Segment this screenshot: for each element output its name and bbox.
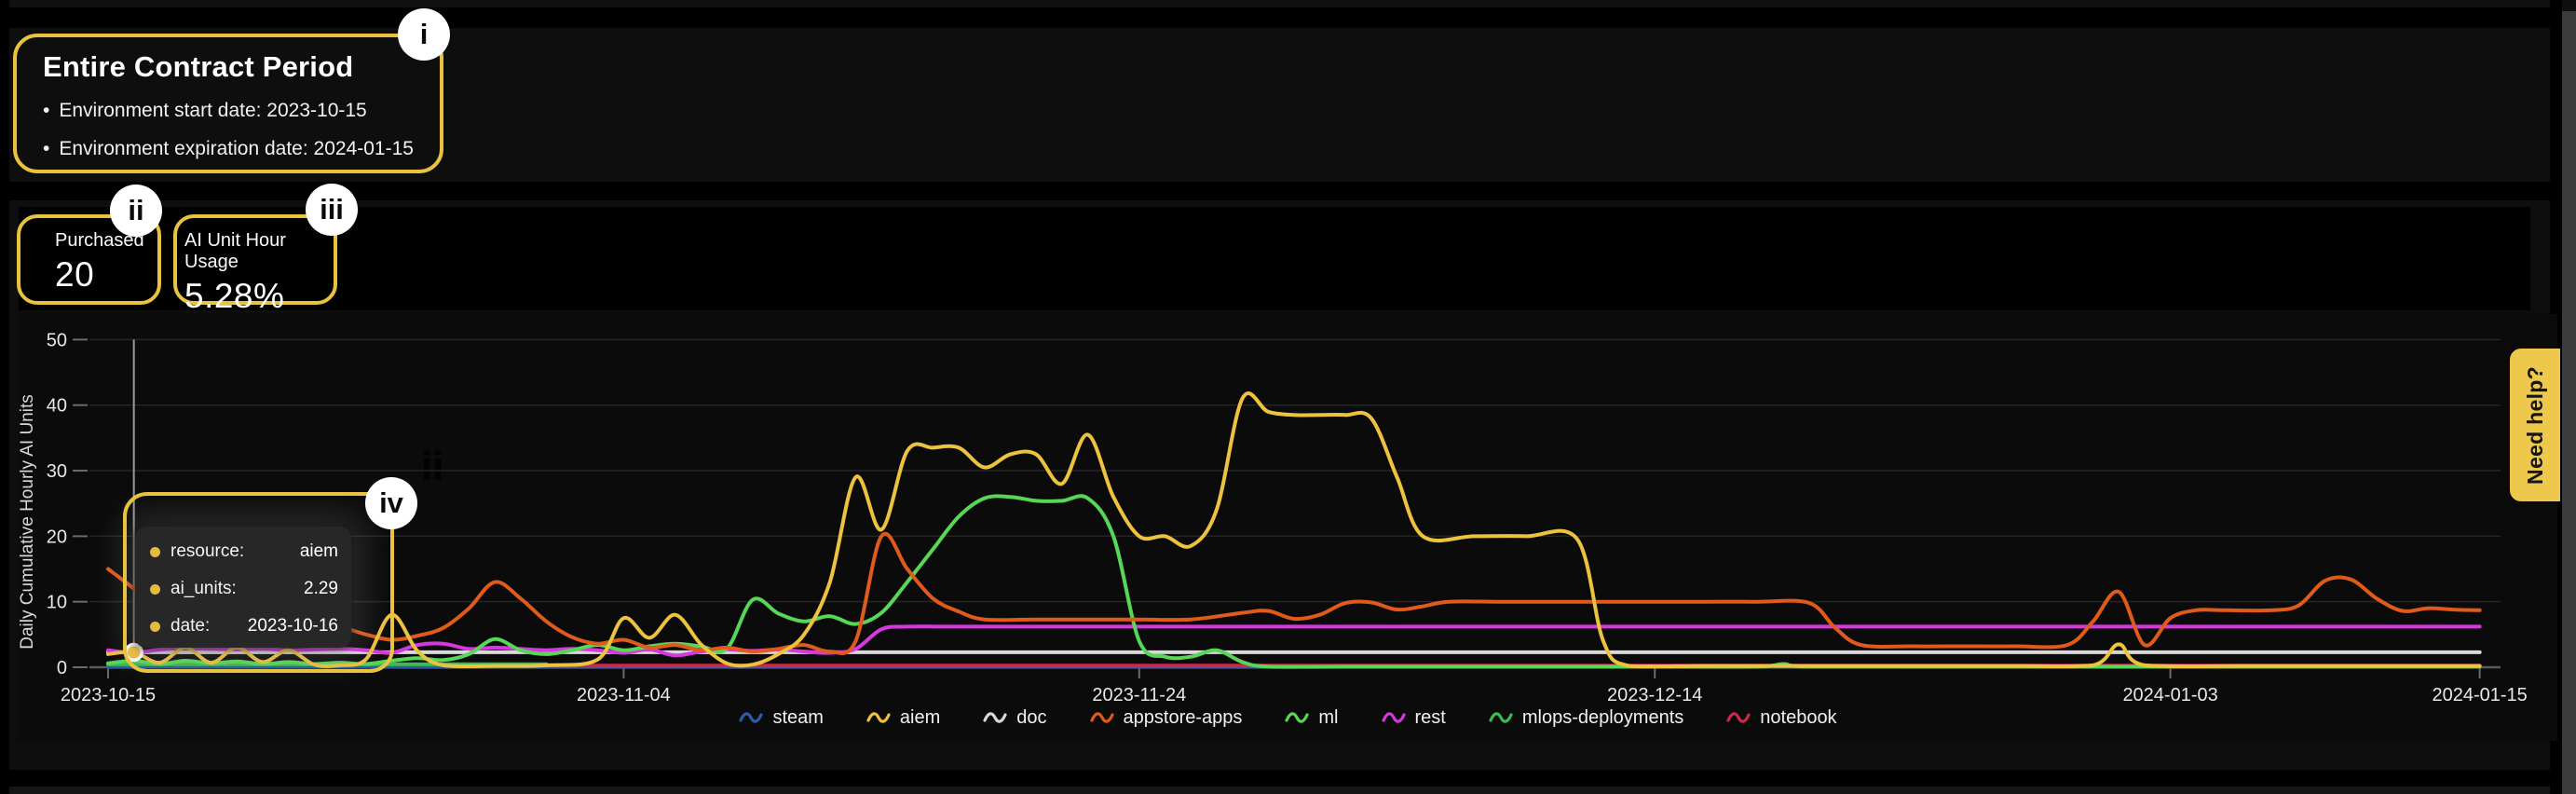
contract-bullet-start: • Environment start date: 2023-10-15	[43, 100, 440, 122]
annotation-badge-iv: iv	[365, 477, 417, 529]
tooltip-row-date: date: 2023-10-16	[150, 616, 338, 637]
x-tick-label: 2023-10-15	[61, 685, 156, 705]
y-tick-label: 20	[47, 527, 67, 547]
legend-label: ml	[1318, 706, 1339, 728]
tooltip-label: ai_units:	[170, 579, 237, 598]
legend-item-appstore-apps[interactable]: appstore-apps	[1089, 706, 1243, 729]
legend-item-notebook[interactable]: notebook	[1726, 706, 1837, 729]
tooltip-label: resource:	[170, 541, 245, 561]
y-axis-title: Daily Cumulative Hourly AI Units	[18, 394, 37, 650]
y-tick-label: 0	[57, 658, 67, 678]
legend-label: appstore-apps	[1123, 706, 1243, 728]
tooltip-value: 2.29	[304, 579, 338, 598]
x-tick-label: 2023-12-14	[1607, 685, 1702, 705]
legend-label: aiem	[899, 706, 941, 728]
annotation-badge-ii: ii	[110, 185, 162, 237]
ai-unit-usage-value: 5.28%	[184, 277, 285, 315]
purchased-label: Purchased	[55, 230, 144, 251]
legend-label: notebook	[1760, 706, 1837, 728]
contract-period-card: Entire Contract Period • Environment sta…	[13, 34, 443, 173]
annotation-badge-iii: iii	[306, 184, 358, 236]
series-wave-icon	[1381, 712, 1406, 723]
y-tick-label: 50	[47, 330, 67, 350]
y-tick-label: 40	[47, 396, 67, 417]
need-help-tab[interactable]: Need help?	[2510, 349, 2560, 501]
series-line-appstore-apps	[106, 531, 2482, 655]
tooltip-bullet-icon	[150, 583, 160, 595]
chart-card	[19, 314, 2557, 741]
scrollbar[interactable]	[2562, 0, 2576, 794]
bullet-icon: •	[43, 138, 50, 159]
bullet-icon: •	[43, 100, 50, 121]
series-wave-icon	[1489, 712, 1513, 723]
series-wave-icon	[1089, 712, 1114, 723]
x-tick-label: 2024-01-03	[2122, 685, 2217, 705]
usage-chart[interactable]: 0 10 20 30 40 50 2023-10-15 2023-11-04 2023-11-2…	[19, 322, 2557, 741]
series-wave-icon	[739, 712, 764, 723]
series-line-ml	[106, 494, 2482, 669]
annotation-badge-i: i	[398, 8, 450, 61]
kpi-band	[19, 207, 2530, 310]
legend-label: mlops-deployments	[1521, 706, 1684, 728]
ai-unit-usage-card: AI Unit Hour Usage 5.28%	[173, 214, 337, 315]
x-tick-label: 2023-11-24	[1092, 685, 1186, 705]
contract-title: Entire Contract Period	[43, 50, 354, 83]
tooltip-value: 2023-10-16	[247, 616, 338, 636]
legend-item-doc[interactable]: doc	[983, 706, 1047, 729]
chart-legend: steam aiem doc appstore-apps ml rest mlops-dep…	[19, 699, 2557, 736]
legend-item-aiem[interactable]: aiem	[866, 707, 940, 729]
page-top-strip	[9, 0, 2550, 7]
legend-label: doc	[1016, 706, 1047, 728]
legend-item-mlops-deployments[interactable]: mlops-deployments	[1489, 707, 1683, 729]
contract-start-date-text: Environment start date: 2023-10-15	[59, 100, 367, 121]
series-wave-icon	[866, 712, 891, 723]
contract-expiration-date-text: Environment expiration date: 2024-01-15	[59, 138, 414, 159]
y-tick-label: 30	[47, 461, 67, 482]
ai-unit-usage-label: AI Unit Hour Usage	[184, 230, 286, 272]
tooltip-bullet-icon	[150, 621, 160, 632]
need-help-label: Need help?	[2522, 365, 2547, 485]
purchased-card: Purchased 20	[17, 214, 161, 305]
purchased-value: 20	[55, 255, 95, 294]
annotation-box-iv	[123, 492, 394, 673]
legend-label: steam	[772, 706, 824, 728]
tooltip-row-ai-units: ai_units: 2.29	[150, 579, 338, 599]
series-wave-icon	[1726, 712, 1751, 723]
ghost-annotation-ii: ii	[421, 444, 444, 489]
x-tick-label: 2024-01-15	[2432, 685, 2527, 705]
tooltip-bullet-icon	[150, 546, 160, 557]
series-line-aiem	[106, 391, 2482, 669]
tooltip-row-resource: resource: aiem	[150, 541, 338, 562]
legend-item-steam[interactable]: steam	[739, 706, 824, 729]
legend-item-rest[interactable]: rest	[1381, 706, 1446, 729]
tooltip-value: aiem	[299, 541, 338, 561]
series-wave-icon	[983, 712, 1007, 723]
legend-label: rest	[1414, 706, 1446, 728]
series-wave-icon	[1285, 712, 1309, 723]
y-tick-label: 10	[47, 593, 67, 613]
tooltip-label: date:	[170, 616, 211, 636]
x-tick-label: 2023-11-04	[577, 685, 671, 705]
contract-bullet-expiration: • Environment expiration date: 2024-01-1…	[43, 138, 440, 160]
page-bottom-strip	[9, 787, 2550, 794]
chart-tooltip: resource: aiem ai_units: 2.29 date: 2023…	[135, 527, 351, 648]
legend-item-ml[interactable]: ml	[1285, 706, 1339, 729]
scrollbar-notch	[2562, 0, 2576, 11]
